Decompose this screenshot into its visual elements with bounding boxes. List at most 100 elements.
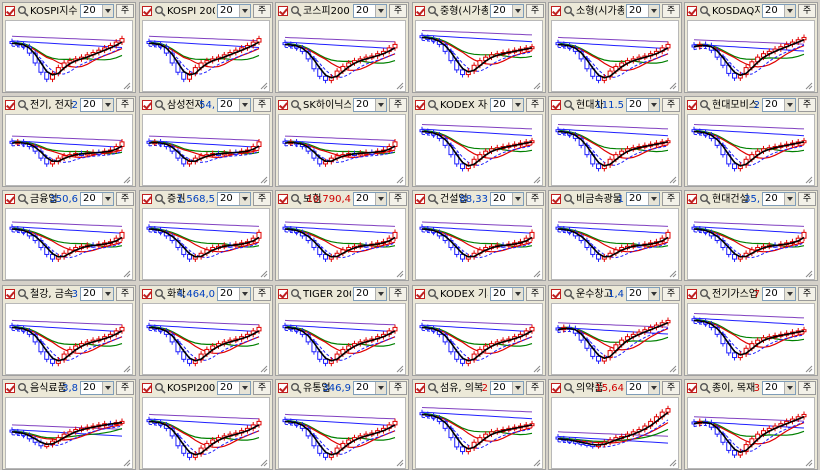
period-select[interactable]: 20 — [353, 98, 387, 112]
chevron-down-icon[interactable] — [102, 382, 113, 394]
chevron-down-icon[interactable] — [648, 99, 659, 111]
chevron-down-icon[interactable] — [784, 99, 795, 111]
checkbox-checked-icon[interactable] — [5, 383, 15, 393]
resize-grip-icon[interactable] — [260, 82, 268, 90]
magnifier-icon[interactable] — [290, 382, 302, 394]
chevron-down-icon[interactable] — [648, 288, 659, 300]
chevron-down-icon[interactable] — [512, 288, 523, 300]
chevron-down-icon[interactable] — [375, 193, 386, 205]
checkbox-checked-icon[interactable] — [278, 6, 288, 16]
checkbox-checked-icon[interactable] — [687, 100, 697, 110]
candlestick-chart[interactable] — [5, 208, 133, 280]
symbol-name-field[interactable]: 삼성전자 54, — [167, 99, 215, 112]
weekly-toggle-button[interactable]: 주 — [389, 4, 407, 18]
resize-grip-icon[interactable] — [123, 82, 131, 90]
checkbox-checked-icon[interactable] — [278, 100, 288, 110]
magnifier-icon[interactable] — [290, 193, 302, 205]
period-select[interactable]: 20 — [490, 4, 524, 18]
magnifier-icon[interactable] — [427, 5, 439, 17]
weekly-toggle-button[interactable]: 주 — [116, 4, 134, 18]
symbol-name-field[interactable]: KOSPI200 생활 — [167, 382, 215, 395]
resize-grip-icon[interactable] — [123, 365, 131, 373]
chevron-down-icon[interactable] — [239, 193, 250, 205]
resize-grip-icon[interactable] — [669, 270, 677, 278]
checkbox-checked-icon[interactable] — [142, 383, 152, 393]
weekly-toggle-button[interactable]: 주 — [798, 287, 816, 301]
candlestick-chart[interactable] — [551, 397, 679, 469]
chevron-down-icon[interactable] — [375, 288, 386, 300]
weekly-toggle-button[interactable]: 주 — [389, 287, 407, 301]
magnifier-icon[interactable] — [699, 99, 711, 111]
period-select[interactable]: 20 — [762, 98, 796, 112]
period-select[interactable]: 20 — [80, 287, 114, 301]
weekly-toggle-button[interactable]: 주 — [526, 287, 544, 301]
weekly-toggle-button[interactable]: 주 — [526, 381, 544, 395]
symbol-name-field[interactable]: TIGER 200 중공 — [303, 288, 351, 301]
checkbox-checked-icon[interactable] — [278, 383, 288, 393]
symbol-name-field[interactable]: 섬유, 의복 2 — [440, 382, 488, 395]
magnifier-icon[interactable] — [699, 288, 711, 300]
weekly-toggle-button[interactable]: 주 — [116, 381, 134, 395]
resize-grip-icon[interactable] — [533, 270, 541, 278]
magnifier-icon[interactable] — [17, 5, 29, 17]
magnifier-icon[interactable] — [154, 382, 166, 394]
weekly-toggle-button[interactable]: 주 — [526, 98, 544, 112]
magnifier-icon[interactable] — [154, 288, 166, 300]
period-select[interactable]: 20 — [626, 4, 660, 18]
magnifier-icon[interactable] — [563, 193, 575, 205]
period-select[interactable]: 20 — [490, 98, 524, 112]
chevron-down-icon[interactable] — [239, 5, 250, 17]
checkbox-checked-icon[interactable] — [278, 289, 288, 299]
resize-grip-icon[interactable] — [805, 82, 813, 90]
resize-grip-icon[interactable] — [123, 176, 131, 184]
symbol-name-field[interactable]: 중형(시가총액 — [440, 5, 488, 18]
symbol-name-field[interactable]: 금융업 350,6 — [30, 193, 78, 206]
resize-grip-icon[interactable] — [533, 365, 541, 373]
weekly-toggle-button[interactable]: 주 — [116, 98, 134, 112]
checkbox-checked-icon[interactable] — [415, 289, 425, 299]
chevron-down-icon[interactable] — [512, 382, 523, 394]
candlestick-chart[interactable] — [278, 208, 406, 280]
checkbox-checked-icon[interactable] — [415, 100, 425, 110]
weekly-toggle-button[interactable]: 주 — [526, 4, 544, 18]
candlestick-chart[interactable] — [5, 303, 133, 375]
chevron-down-icon[interactable] — [239, 99, 250, 111]
period-select[interactable]: 20 — [353, 192, 387, 206]
symbol-name-field[interactable]: KOSDAQ지수 — [712, 5, 760, 18]
checkbox-checked-icon[interactable] — [5, 6, 15, 16]
weekly-toggle-button[interactable]: 주 — [798, 98, 816, 112]
period-select[interactable]: 20 — [626, 287, 660, 301]
checkbox-checked-icon[interactable] — [142, 6, 152, 16]
resize-grip-icon[interactable] — [533, 459, 541, 467]
resize-grip-icon[interactable] — [805, 270, 813, 278]
candlestick-chart[interactable] — [278, 20, 406, 92]
checkbox-checked-icon[interactable] — [142, 289, 152, 299]
candlestick-chart[interactable] — [5, 397, 133, 469]
magnifier-icon[interactable] — [154, 99, 166, 111]
symbol-name-field[interactable]: 철강, 금속 3 — [30, 288, 78, 301]
resize-grip-icon[interactable] — [396, 365, 404, 373]
candlestick-chart[interactable] — [415, 397, 543, 469]
symbol-name-field[interactable]: KOSPI 200지수 — [167, 5, 215, 18]
symbol-name-field[interactable]: 음식료품 3,8 — [30, 382, 78, 395]
resize-grip-icon[interactable] — [805, 176, 813, 184]
magnifier-icon[interactable] — [699, 382, 711, 394]
chevron-down-icon[interactable] — [648, 5, 659, 17]
symbol-name-field[interactable]: 현대모비스 2 — [712, 99, 760, 112]
magnifier-icon[interactable] — [563, 382, 575, 394]
symbol-name-field[interactable]: 소형(시가총액 — [576, 5, 624, 18]
symbol-name-field[interactable]: 건설업 88,33 — [440, 193, 488, 206]
symbol-name-field[interactable]: 비금속광물 1 — [576, 193, 624, 206]
candlestick-chart[interactable] — [142, 397, 270, 469]
period-select[interactable]: 20 — [490, 287, 524, 301]
weekly-toggle-button[interactable]: 주 — [253, 192, 271, 206]
symbol-name-field[interactable]: SK하이닉스 — [303, 99, 351, 112]
magnifier-icon[interactable] — [427, 288, 439, 300]
weekly-toggle-button[interactable]: 주 — [662, 192, 680, 206]
chevron-down-icon[interactable] — [375, 99, 386, 111]
weekly-toggle-button[interactable]: 주 — [662, 4, 680, 18]
candlestick-chart[interactable] — [687, 397, 815, 469]
weekly-toggle-button[interactable]: 주 — [798, 4, 816, 18]
chevron-down-icon[interactable] — [784, 5, 795, 17]
period-select[interactable]: 20 — [80, 98, 114, 112]
